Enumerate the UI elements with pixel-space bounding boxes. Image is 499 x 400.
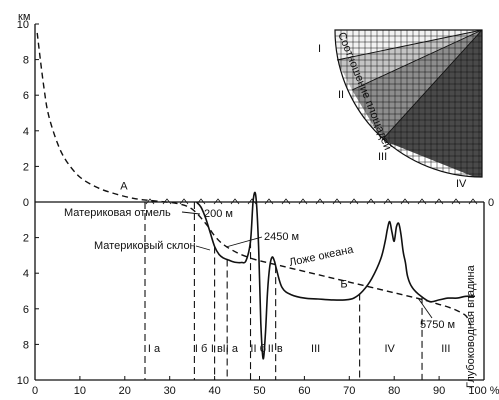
area-ratio-inset: Соотношение площадей I II III IV <box>318 29 483 190</box>
wave-mark <box>145 198 155 205</box>
y-tick-label: 8 <box>23 55 29 67</box>
depth-2450-leader <box>225 236 263 248</box>
x-ticks: 0 10 20 30 40 50 60 70 80 90 100 % <box>32 376 499 397</box>
y-tick-label: 4 <box>23 126 29 138</box>
y-tick-label: 6 <box>23 90 29 102</box>
inset-label-1: I <box>318 43 321 55</box>
inset-label-2: II <box>338 89 344 101</box>
annotation-200m: 200 м <box>204 208 233 220</box>
wave-mark <box>383 198 393 205</box>
zone-boundaries <box>144 202 423 380</box>
x-tick-label: 80 <box>388 385 400 397</box>
y-tick-label: 2 <box>23 161 29 173</box>
inset-label-3: III <box>378 151 387 163</box>
wave-mark <box>230 198 240 205</box>
wave-mark <box>434 198 444 205</box>
wave-mark <box>366 198 376 205</box>
x-tick-label: 70 <box>343 385 355 397</box>
zone-label: I б <box>195 343 207 355</box>
x-tick-label: 30 <box>164 385 176 397</box>
wave-mark <box>264 198 274 205</box>
wave-mark <box>179 198 189 205</box>
x-tick-label: 90 <box>433 385 445 397</box>
zone-label: II в <box>268 343 283 355</box>
y-unit-label: км <box>18 11 30 23</box>
inset-label-4: IV <box>456 178 467 190</box>
annotation-shelf: Материковая отмель <box>64 207 171 219</box>
wave-mark <box>417 198 427 205</box>
y-tick-label: 8 <box>23 339 29 351</box>
x-tick-label: 40 <box>208 385 220 397</box>
wave-mark <box>400 198 410 205</box>
y-tick-label: 4 <box>23 268 29 280</box>
inset-divider-3 <box>381 29 483 141</box>
curve-label-b: Б <box>340 278 347 290</box>
zone-label: III <box>441 343 450 355</box>
series-b-line <box>196 191 476 360</box>
x-tick-label: 50 <box>253 385 265 397</box>
y-ticks: 10 8 6 4 2 0 2 4 6 8 10 <box>17 19 39 387</box>
inset-divider-1 <box>336 29 483 61</box>
y-tick-label: 2 <box>23 233 29 245</box>
y-tick-label: 6 <box>23 304 29 316</box>
annotations: Материковая отмель 200 м Материковый скл… <box>64 207 477 388</box>
wave-mark <box>332 198 342 205</box>
zone-label: IV <box>385 343 396 355</box>
wave-mark <box>451 198 461 205</box>
x-tick-label: 60 <box>298 385 310 397</box>
depth-5750-leader <box>417 297 433 319</box>
annotation-trench: Глубоководная впадина <box>465 264 477 388</box>
wave-mark <box>315 198 325 205</box>
y-tick-label: 10 <box>17 375 29 387</box>
wave-mark <box>468 198 478 205</box>
shelf-leader <box>181 211 201 215</box>
y-tick-label: 0 <box>23 197 29 209</box>
annotation-5750m: 5750 м <box>420 319 455 331</box>
inset-outline <box>334 29 483 178</box>
inset-divider-2 <box>351 29 483 91</box>
wave-mark <box>196 198 206 205</box>
wave-mark <box>213 198 223 205</box>
zone-label: I в <box>211 343 223 355</box>
x-tick-label: 0 <box>32 385 38 397</box>
annotation-slope: Материковый склон <box>94 240 196 252</box>
wave-mark <box>349 198 359 205</box>
right-zero-label: 0 <box>488 197 494 209</box>
x-tick-label: 20 <box>119 385 131 397</box>
zone-label: III <box>311 343 320 355</box>
slope-leader <box>195 245 211 251</box>
curve-label-a: А <box>120 181 128 193</box>
annotation-ocean-floor: Ложе океана <box>288 243 355 268</box>
y-tick-label: 10 <box>17 19 29 31</box>
zone-label: II а <box>223 343 239 355</box>
wave-mark <box>298 198 308 205</box>
x-tick-label: 100 % <box>468 385 499 397</box>
annotation-2450m: 2450 м <box>264 231 299 243</box>
x-tick-label: 10 <box>74 385 86 397</box>
zone-label: I а <box>148 343 161 355</box>
wave-mark <box>281 198 291 205</box>
wave-mark <box>247 198 257 205</box>
